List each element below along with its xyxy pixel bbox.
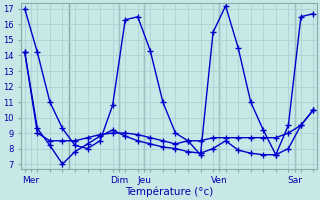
X-axis label: Température (°c): Température (°c) (125, 187, 213, 197)
